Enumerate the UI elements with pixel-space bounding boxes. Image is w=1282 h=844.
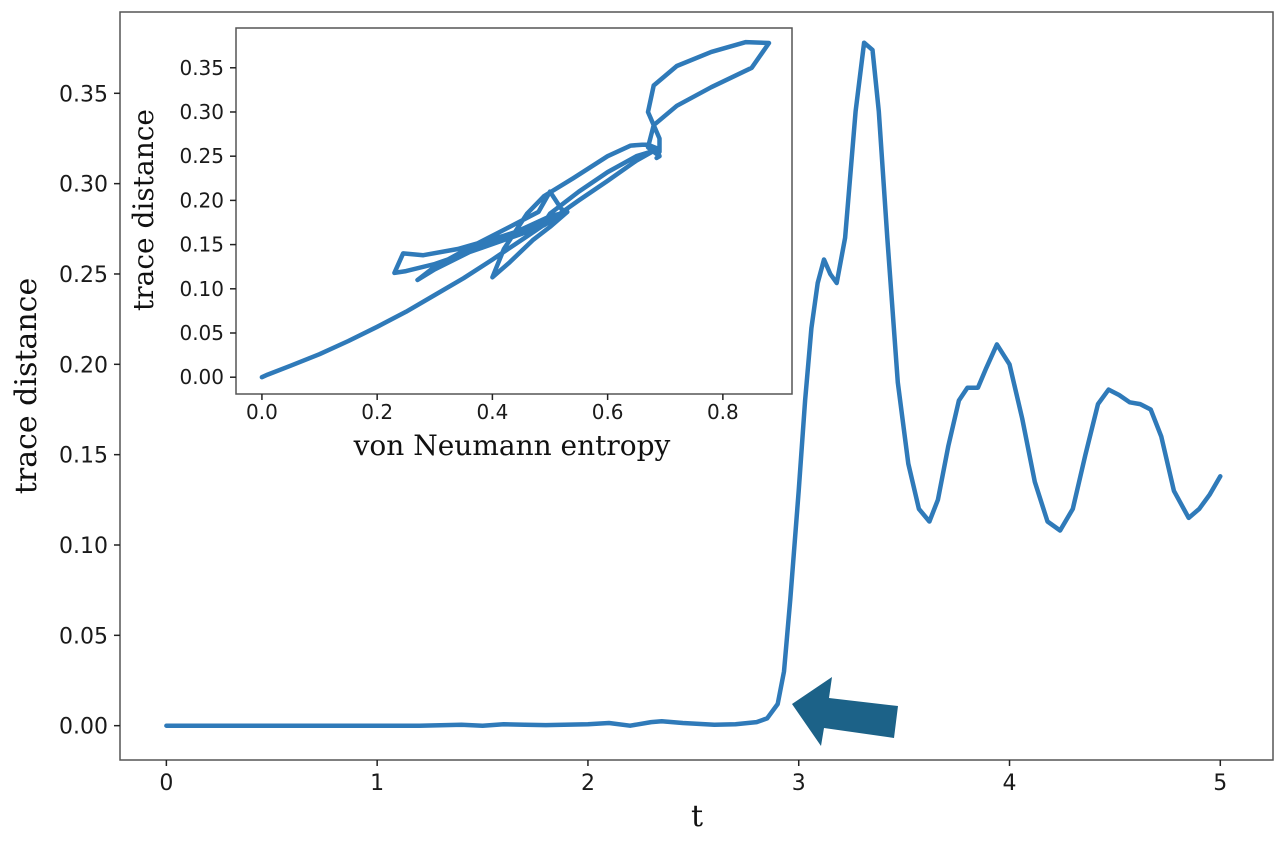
inset-plot: 0.0 0.2 0.4 0.6 0.8 0.00 0.05 0.10 0.15 0.20 0.25…: [127, 27, 793, 462]
main-x-ticks: 0 1 2 3 4 5: [159, 760, 1227, 796]
main-y-tick-label: 0.30: [59, 173, 108, 198]
inset-x-tick-label: 0.4: [476, 400, 508, 424]
main-y-tick-label: 0.20: [59, 353, 108, 378]
inset-x-tick-label: 0.6: [592, 400, 624, 424]
inset-y-tick-label: 0.10: [179, 277, 224, 301]
main-x-tick-label: 4: [1003, 771, 1017, 796]
main-y-tick-label: 0.25: [59, 263, 108, 288]
inset-y-ticks: 0.00 0.05 0.10 0.15 0.20 0.25 0.30 0.35: [179, 56, 236, 389]
inset-x-ticks: 0.0 0.2 0.4 0.6 0.8: [246, 394, 739, 424]
inset-series-line: [259, 39, 772, 380]
main-y-tick-label: 0.15: [59, 444, 108, 469]
main-y-tick-label: 0.35: [59, 82, 108, 107]
main-plot-frame: [119, 11, 1274, 761]
main-y-tick-label: 0.00: [59, 715, 108, 740]
inset-x-tick-label: 0.0: [246, 400, 278, 424]
main-y-ticks: 0.00 0.05 0.10 0.15 0.20 0.25 0.30 0.35: [59, 82, 120, 740]
annotation-arrow: [792, 677, 898, 746]
inset-y-tick-label: 0.15: [179, 233, 224, 257]
main-x-tick-label: 5: [1213, 771, 1227, 796]
main-x-tick-label: 1: [370, 771, 384, 796]
main-y-axis-title: trace distance: [9, 278, 44, 494]
inset-y-tick-label: 0.20: [179, 188, 224, 212]
main-x-tick-label: 3: [792, 771, 806, 796]
inset-y-tick-label: 0.05: [179, 321, 224, 345]
main-x-tick-label: 2: [581, 771, 595, 796]
main-series-line: [164, 40, 1223, 728]
inset-plot-background: [236, 28, 792, 394]
inset-plot-frame: [235, 27, 793, 395]
inset-y-axis-title: trace distance: [127, 109, 160, 311]
inset-x-tick-label: 0.8: [707, 400, 739, 424]
inset-x-axis-title: von Neumann entropy: [353, 429, 671, 462]
inset-y-tick-label: 0.00: [179, 365, 224, 389]
main-x-axis-title: t: [691, 799, 703, 834]
inset-x-tick-label: 0.2: [361, 400, 393, 424]
inset-y-tick-label: 0.35: [179, 56, 224, 80]
inset-y-tick-label: 0.30: [179, 100, 224, 124]
inset-y-tick-label: 0.25: [179, 144, 224, 168]
main-x-tick-label: 0: [159, 771, 173, 796]
main-y-tick-label: 0.05: [59, 624, 108, 649]
main-y-tick-label: 0.10: [59, 534, 108, 559]
